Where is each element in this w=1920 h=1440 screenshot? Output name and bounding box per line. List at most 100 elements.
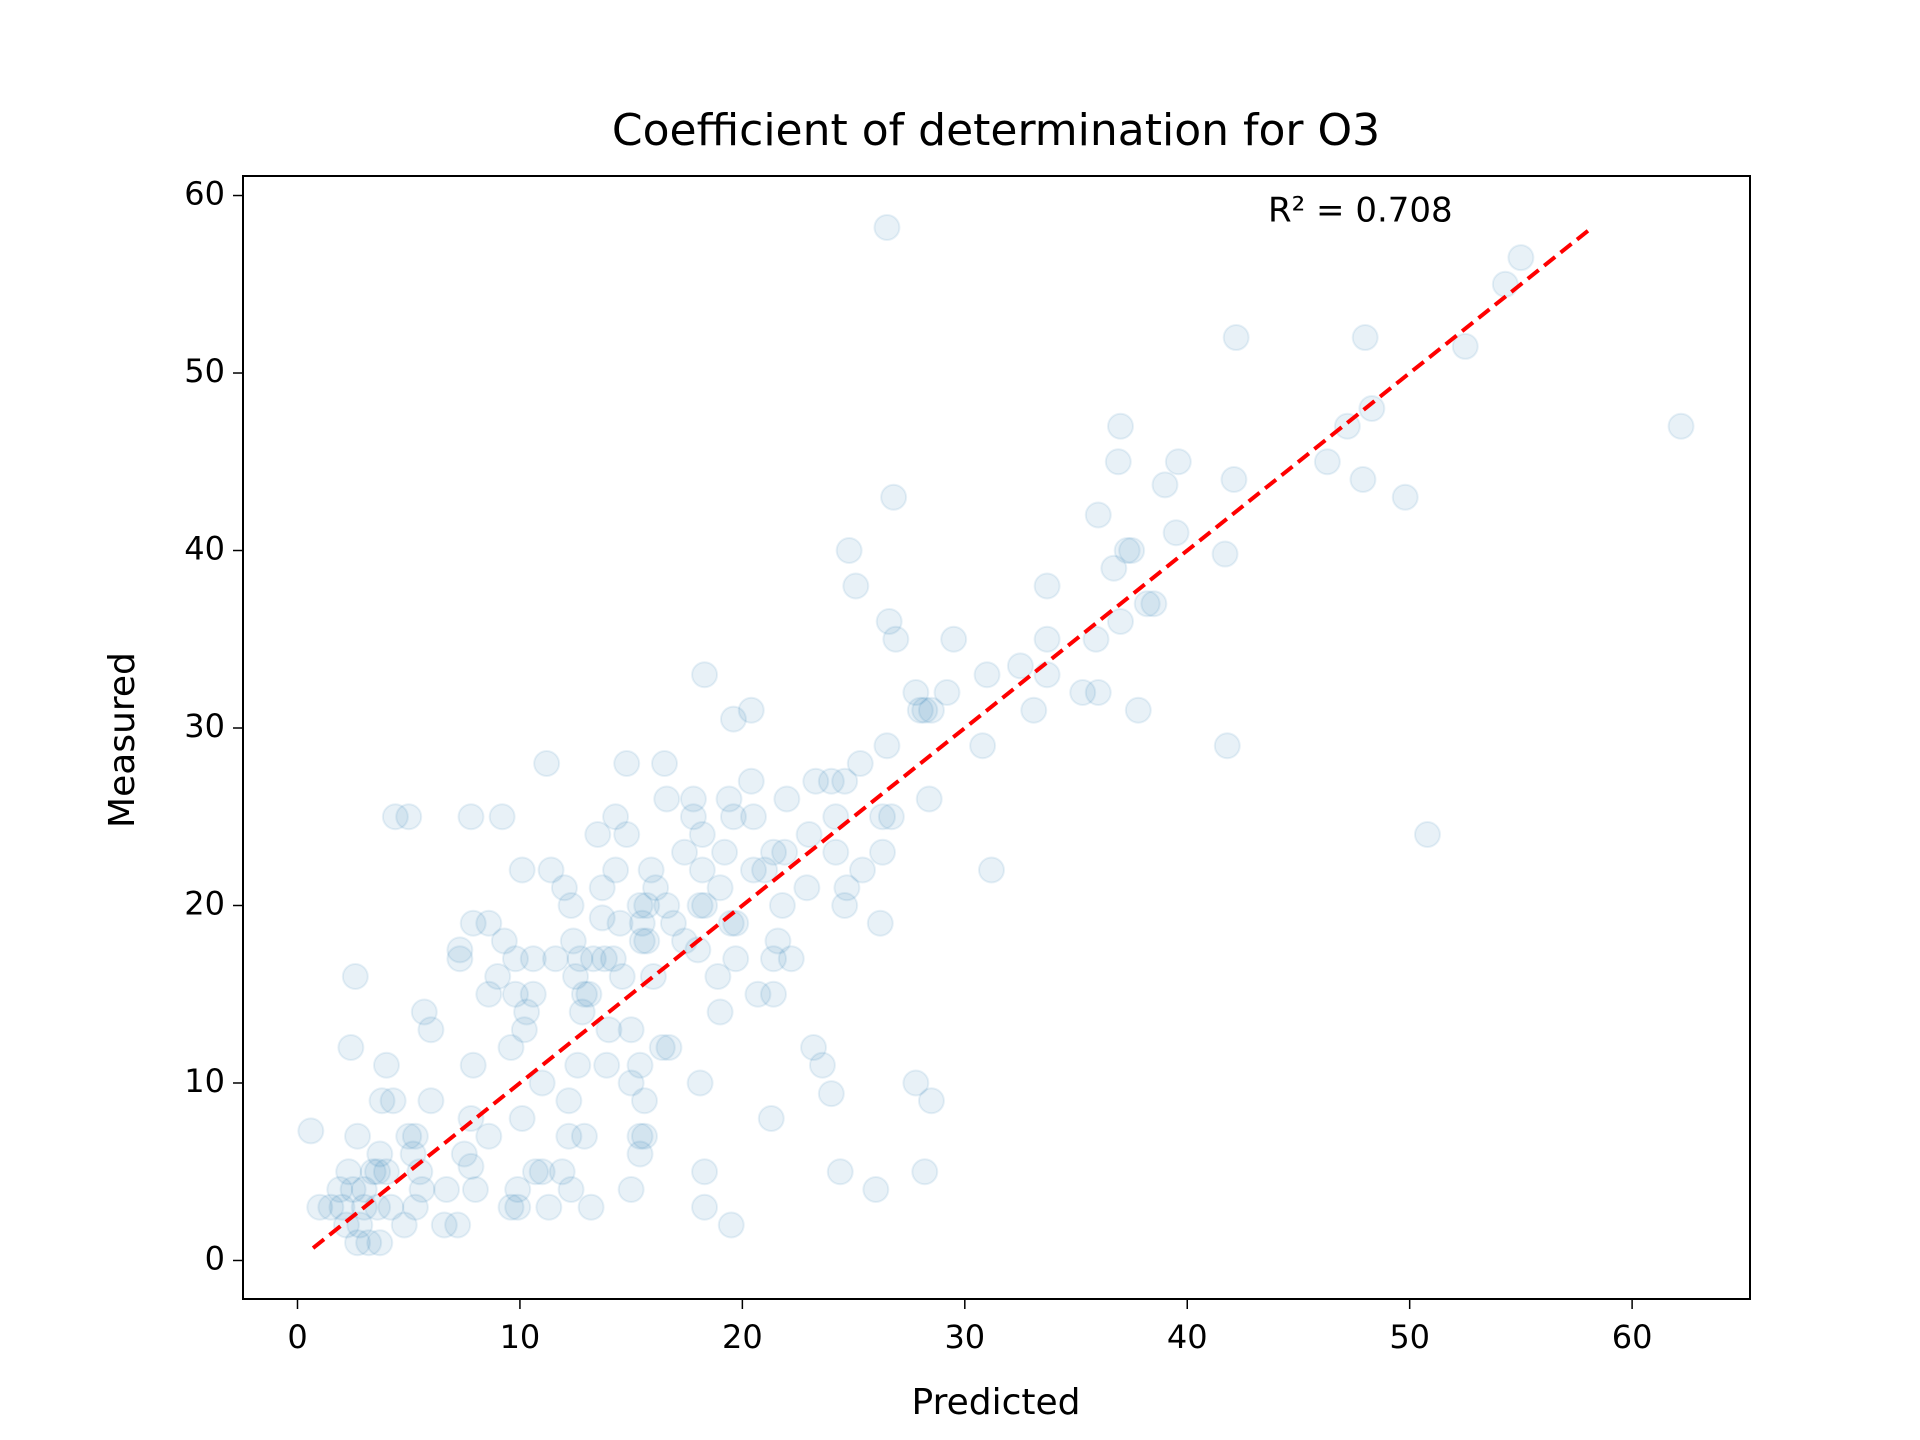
- point: [1082, 625, 1110, 653]
- point: [395, 803, 423, 831]
- point: [475, 909, 503, 937]
- point: [504, 1175, 532, 1203]
- point: [548, 1158, 576, 1186]
- point: [557, 891, 585, 919]
- point: [651, 750, 679, 778]
- point: [760, 838, 788, 866]
- point: [459, 909, 487, 937]
- point: [1107, 608, 1135, 636]
- point: [602, 803, 630, 831]
- point: [366, 1140, 394, 1168]
- point: [808, 1051, 836, 1079]
- point: [1069, 679, 1097, 707]
- point: [679, 785, 707, 813]
- point: [1151, 471, 1179, 499]
- point: [760, 945, 788, 973]
- point: [882, 625, 910, 653]
- point: [372, 1158, 400, 1186]
- point: [977, 856, 1005, 884]
- point: [555, 1087, 583, 1115]
- point: [826, 1158, 854, 1186]
- point: [577, 1193, 605, 1221]
- point: [739, 803, 767, 831]
- point: [1211, 540, 1239, 568]
- point: [575, 980, 603, 1008]
- x-tick-label: 60: [1612, 1318, 1653, 1356]
- x-tick-label: 20: [722, 1318, 763, 1356]
- point: [1133, 590, 1161, 618]
- point: [744, 980, 772, 1008]
- point: [737, 767, 765, 795]
- point: [501, 980, 529, 1008]
- point: [444, 1211, 472, 1239]
- point: [795, 821, 823, 849]
- point: [902, 1069, 930, 1097]
- point: [1222, 324, 1250, 352]
- point: [328, 1193, 356, 1221]
- point: [688, 821, 716, 849]
- point: [617, 1069, 645, 1097]
- point: [344, 1122, 372, 1150]
- point: [459, 1051, 487, 1079]
- y-tick-label: 0: [205, 1239, 225, 1277]
- point: [751, 856, 779, 884]
- point: [688, 856, 716, 884]
- point: [630, 1122, 658, 1150]
- point: [1006, 652, 1034, 680]
- point: [715, 785, 743, 813]
- point: [461, 1175, 489, 1203]
- point: [593, 1051, 621, 1079]
- point: [1667, 412, 1695, 440]
- point: [862, 1175, 890, 1203]
- point: [771, 838, 799, 866]
- point: [570, 980, 598, 1008]
- point: [457, 1152, 485, 1180]
- point: [973, 661, 1001, 689]
- x-axis-label: Predicted: [912, 1382, 1081, 1423]
- point: [501, 945, 529, 973]
- point: [457, 803, 485, 831]
- point: [969, 732, 997, 760]
- y-tick-label: 40: [184, 530, 225, 568]
- point: [911, 696, 939, 724]
- point: [504, 1193, 532, 1221]
- point: [822, 803, 850, 831]
- point: [401, 1193, 429, 1221]
- point: [719, 705, 747, 733]
- point: [817, 767, 845, 795]
- plot-frame: [242, 175, 1751, 1300]
- point: [880, 483, 908, 511]
- point: [633, 927, 661, 955]
- point: [1033, 625, 1061, 653]
- point: [588, 904, 616, 932]
- point: [602, 856, 630, 884]
- point: [717, 1211, 745, 1239]
- point: [704, 962, 732, 990]
- point: [537, 856, 565, 884]
- point: [648, 1033, 676, 1061]
- point: [902, 679, 930, 707]
- point: [933, 679, 961, 707]
- point: [739, 856, 767, 884]
- point: [679, 803, 707, 831]
- point: [877, 803, 905, 831]
- point: [497, 1193, 525, 1221]
- point: [1113, 537, 1141, 565]
- point: [764, 927, 792, 955]
- point: [528, 1158, 556, 1186]
- point: [626, 891, 654, 919]
- point: [608, 962, 636, 990]
- point: [1413, 821, 1441, 849]
- point: [630, 1087, 658, 1115]
- point: [339, 1175, 367, 1203]
- x-tick-label: 50: [1389, 1318, 1430, 1356]
- point: [691, 661, 719, 689]
- point: [653, 891, 681, 919]
- point: [379, 1087, 407, 1115]
- point: [1391, 483, 1419, 511]
- point: [355, 1229, 383, 1257]
- point: [535, 1193, 563, 1221]
- point: [368, 1087, 396, 1115]
